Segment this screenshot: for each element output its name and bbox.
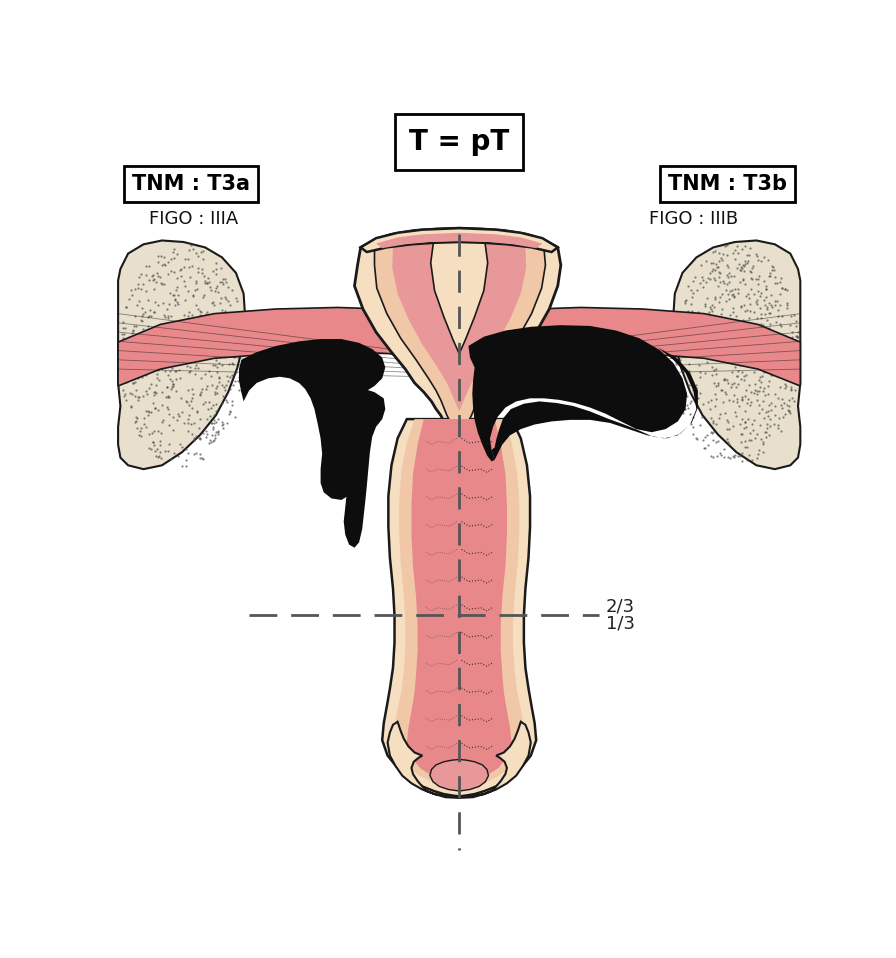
Polygon shape bbox=[118, 308, 424, 386]
Polygon shape bbox=[118, 240, 246, 469]
Polygon shape bbox=[355, 228, 561, 427]
Polygon shape bbox=[673, 240, 800, 469]
Polygon shape bbox=[495, 308, 800, 386]
Text: 2/3: 2/3 bbox=[606, 597, 634, 615]
Polygon shape bbox=[407, 419, 512, 785]
Text: FIGO : IIIB: FIGO : IIIB bbox=[649, 210, 737, 228]
Polygon shape bbox=[430, 760, 488, 791]
Polygon shape bbox=[392, 235, 526, 411]
Polygon shape bbox=[393, 419, 525, 790]
Polygon shape bbox=[388, 721, 530, 798]
Text: TNM : T3a: TNM : T3a bbox=[133, 174, 250, 194]
Text: T = pT: T = pT bbox=[409, 128, 509, 156]
Text: FIGO : IIIA: FIGO : IIIA bbox=[149, 210, 238, 228]
Polygon shape bbox=[344, 388, 385, 548]
Polygon shape bbox=[383, 419, 536, 796]
Polygon shape bbox=[375, 233, 546, 423]
Polygon shape bbox=[239, 339, 385, 500]
Polygon shape bbox=[376, 233, 542, 248]
Text: 1/3: 1/3 bbox=[606, 614, 634, 632]
Polygon shape bbox=[469, 325, 687, 462]
Polygon shape bbox=[431, 238, 487, 354]
Polygon shape bbox=[492, 348, 698, 460]
Polygon shape bbox=[361, 228, 557, 252]
Text: TNM : T3b: TNM : T3b bbox=[668, 174, 787, 194]
